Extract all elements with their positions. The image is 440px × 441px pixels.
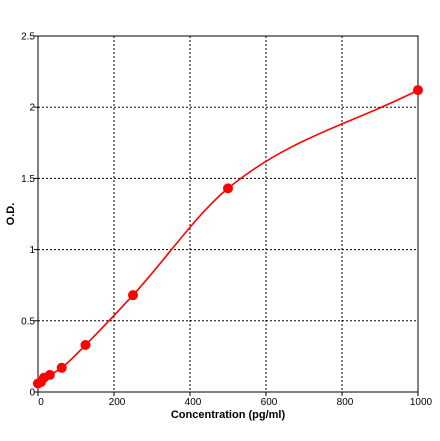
data-point-4 [56,362,67,373]
data-point-5 [80,340,91,351]
data-point-3 [44,369,55,380]
data-points [33,85,423,389]
y-axis-label: O.D. [5,203,17,226]
x-tick-label-2: 400 [185,397,202,408]
data-point-8 [413,85,423,96]
grid-lines [38,36,418,392]
axis-ticks: 0 200 400 600 800 1000 0 0.5 1 1.5 2 2.5 [21,32,432,409]
x-tick-label-1: 200 [109,397,126,408]
y-tick-label-3: 1.5 [21,174,35,185]
x-axis-label: Concentration (pg/ml) [171,409,286,421]
y-tick-label-2: 1 [29,245,35,256]
y-tick-label-1: 0.5 [21,316,35,327]
x-tick-label-0: 0 [38,397,44,408]
x-tick-label-3: 600 [261,397,278,408]
y-tick-label-4: 2 [29,103,35,114]
data-point-7 [223,183,233,194]
y-tick-label-5: 2.5 [21,32,35,43]
y-tick-label-0: 0 [29,388,35,399]
x-tick-label-5: 1000 [410,397,433,408]
data-point-6 [128,290,138,301]
fit-curve [37,89,419,385]
x-tick-label-4: 800 [337,397,354,408]
plot-area-frame [37,35,419,393]
